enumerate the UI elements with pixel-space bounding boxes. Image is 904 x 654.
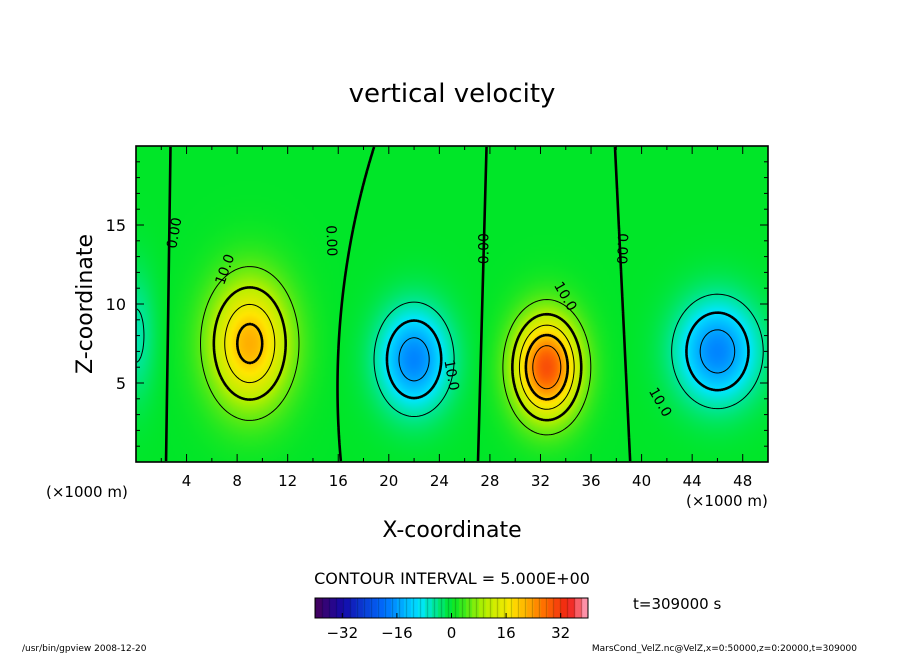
contour-label-text: 0.00	[477, 233, 493, 264]
heatmap-field	[136, 146, 768, 462]
colorbar-ticks: −32 −16 0 16 32	[326, 613, 570, 642]
x-tick-label: 44	[683, 472, 702, 490]
x-tick-label: 20	[379, 472, 398, 490]
y-tick-label: 15	[106, 216, 126, 235]
contour-interval-label: CONTOUR INTERVAL = 5.000E+00	[314, 569, 590, 588]
x-tick-label: 36	[581, 472, 600, 490]
contour-label-2: 0.00	[322, 225, 339, 257]
contour-label-text: 10.0	[440, 359, 461, 392]
y-axis-ticks: 5 10 15	[106, 145, 768, 463]
contour-label-0: 0.00	[164, 216, 185, 249]
time-label: t=309000 s	[633, 595, 721, 613]
x-tick-label: 4	[182, 472, 192, 490]
contour-label-text: 0.00	[164, 216, 185, 249]
colorbar-tick-label: 0	[447, 624, 457, 642]
colorbar-tick-label: −32	[326, 624, 358, 642]
contour-label-4: 0.00	[477, 233, 493, 264]
colorbar-tick-label: −16	[381, 624, 413, 642]
x-tick-label: 16	[329, 472, 348, 490]
x-tick-label: 40	[632, 472, 651, 490]
colorbar-tick-label: 16	[497, 624, 516, 642]
contour-label-text: 0.00	[322, 225, 339, 257]
footer-left: /usr/bin/gpview 2008-12-20	[22, 644, 147, 654]
contour-label-3: 10.0	[440, 359, 461, 392]
y-tick-label: 5	[116, 374, 126, 393]
contour-label-6: 0.00	[613, 233, 630, 265]
x-tick-label: 48	[733, 472, 752, 490]
colorbar-tick-label: 32	[551, 624, 570, 642]
colorbar: −32 −16 0 16 32	[314, 597, 589, 642]
x-tick-label: 24	[430, 472, 449, 490]
y-tick-label: 10	[106, 295, 126, 314]
footer-right: MarsCond_VelZ.nc@VelZ,x=0:50000,z=0:2000…	[592, 644, 857, 654]
x-tick-label: 32	[531, 472, 550, 490]
x-axis-ticks: 4 8 12 16 20 24 28 32 36 40 44 48	[135, 146, 769, 490]
x-unit-right: (×1000 m)	[686, 492, 768, 510]
y-axis-label: Z-coordinate	[73, 234, 98, 374]
x-tick-label: 12	[278, 472, 297, 490]
chart-title: vertical velocity	[349, 79, 556, 109]
x-axis-label: X-coordinate	[382, 518, 521, 543]
colorbar-gradient	[315, 598, 588, 618]
x-unit-left: (×1000 m)	[46, 483, 128, 501]
x-tick-label: 28	[480, 472, 499, 490]
contour-label-text: 0.00	[613, 233, 630, 265]
x-tick-label: 8	[232, 472, 242, 490]
